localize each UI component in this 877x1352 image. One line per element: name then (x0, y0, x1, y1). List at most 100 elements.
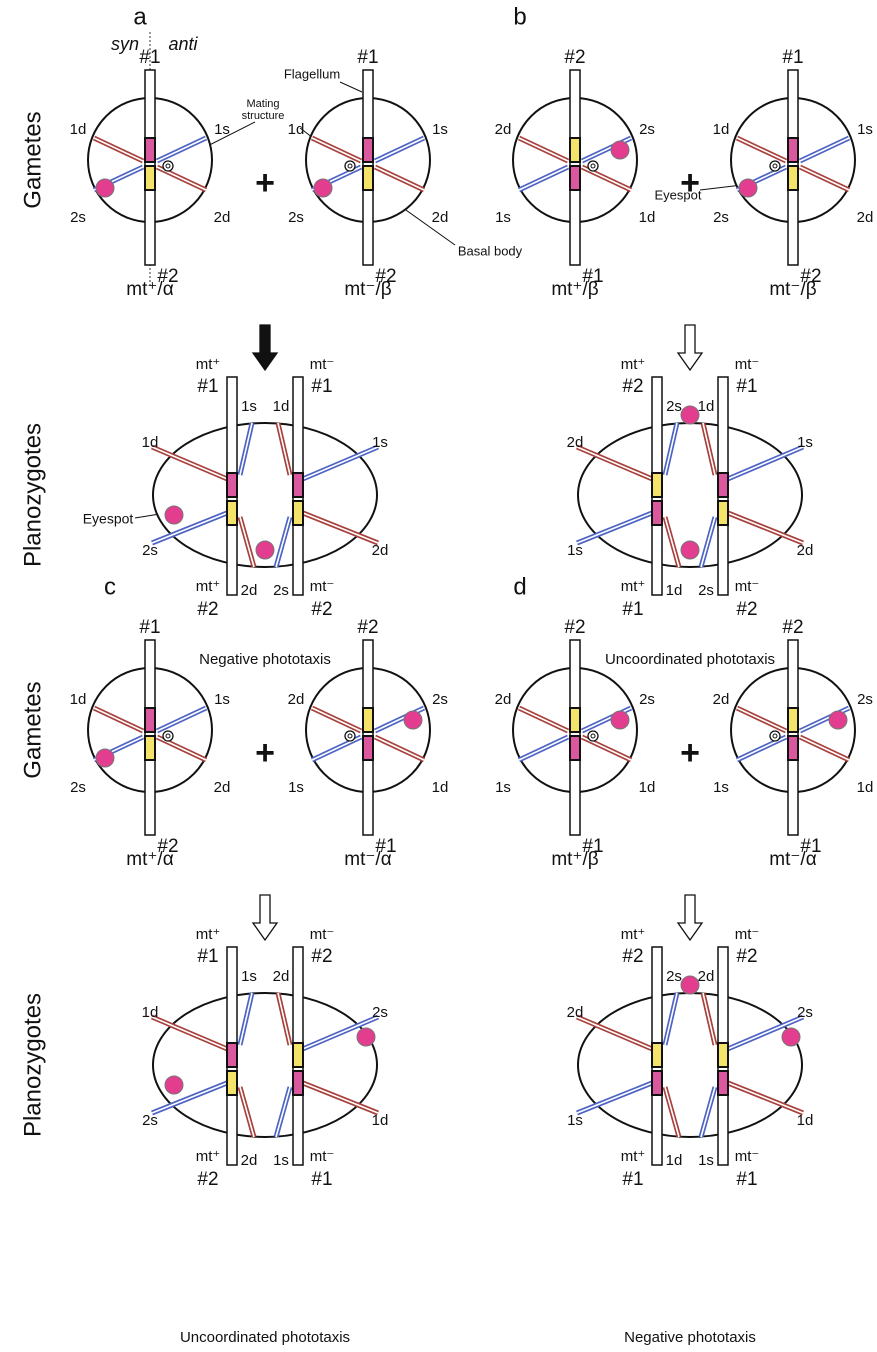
mating-structure (773, 164, 777, 168)
basal-body (363, 708, 373, 732)
rootlet-label: 2s (639, 121, 655, 138)
rootlet-label: 1d (372, 1112, 389, 1129)
basal-body (145, 166, 155, 190)
basal-body (718, 1071, 728, 1095)
rootlet-label: 1d (142, 434, 159, 451)
rootlet-label: 2s (797, 1004, 813, 1021)
flagellum-number: #2 (197, 1169, 218, 1190)
phenotype: Uncoordinated phototaxis (180, 1329, 350, 1346)
flagellum-number: #1 (736, 376, 757, 397)
rootlet-label: 1s (495, 209, 511, 226)
basal-body (227, 1043, 237, 1067)
eyespot (681, 541, 699, 559)
rootlet-label: 1s (713, 779, 729, 796)
flagellum-number: #1 (311, 1169, 332, 1190)
eyespot (611, 711, 629, 729)
rootlet-label: 1d (713, 121, 730, 138)
flagellum-number: #2 (357, 617, 378, 638)
rootlet-label: 1s (698, 1152, 714, 1169)
rootlet-label: 2d (495, 121, 512, 138)
rootlet-label: 1d (142, 1004, 159, 1021)
arrow (678, 895, 702, 940)
rootlet-label: 2s (70, 779, 86, 796)
arrow (253, 325, 277, 370)
flagellum-number: #1 (736, 1169, 757, 1190)
row-label: Gametes (19, 111, 46, 208)
rootlet-label: 1s (567, 542, 583, 559)
pointer (340, 82, 362, 92)
rootlet-label: 2d (857, 209, 874, 226)
mating-structure (348, 734, 352, 738)
rootlet-label: 2s (666, 968, 682, 985)
basal-body (227, 1071, 237, 1095)
basal-body (788, 166, 798, 190)
basal-body (652, 1071, 662, 1095)
mating-structure (166, 164, 170, 168)
rootlet-label: 1s (432, 121, 448, 138)
rootlet-label: 1s (241, 398, 257, 415)
flagellum-number: #2 (622, 376, 643, 397)
plus-sign: + (255, 164, 275, 202)
rootlet-label: 1d (797, 1112, 814, 1129)
rootlet-label: 1s (857, 121, 873, 138)
rootlet-label: 2d (567, 434, 584, 451)
arrow (678, 325, 702, 370)
basal-body (227, 473, 237, 497)
basal-body-label: Basal body (458, 243, 523, 258)
panel-letter: b (513, 3, 526, 30)
rootlet-label: 2d (797, 542, 814, 559)
zygote (578, 993, 802, 1137)
mating-type: mt⁻/α (344, 849, 391, 870)
eyespot (165, 506, 183, 524)
mating-structure (348, 164, 352, 168)
rootlet-label: 1d (432, 779, 449, 796)
row-label: Planozygotes (19, 423, 46, 567)
mating-type: mt⁻ (735, 926, 760, 943)
mating-type: mt⁻ (735, 578, 760, 595)
flagellum-label: Flagellum (284, 66, 340, 81)
panel-letter: c (104, 573, 116, 600)
rootlet-label: 1d (288, 121, 305, 138)
eyespot (681, 976, 699, 994)
basal-body (227, 501, 237, 525)
zygote (153, 993, 377, 1137)
flagellum-number: #2 (736, 946, 757, 967)
basal-body (788, 736, 798, 760)
anti-label: anti (168, 34, 198, 54)
rootlet-label: 2s (273, 582, 289, 599)
basal-body (788, 708, 798, 732)
basal-body (145, 736, 155, 760)
mating-type: mt⁺/α (126, 279, 173, 300)
basal-body (145, 708, 155, 732)
flagellum-number: #1 (311, 376, 332, 397)
flagellum-number: #1 (357, 47, 378, 68)
mating-type: mt⁻ (310, 926, 335, 943)
flagellum-number: #1 (139, 47, 160, 68)
flagellum-number: #2 (736, 599, 757, 620)
rootlet-label: 2d (713, 691, 730, 708)
rootlet-label: 1s (214, 691, 230, 708)
flagellum-number: #2 (564, 47, 585, 68)
panel-letter: d (513, 573, 526, 600)
eyespot (256, 541, 274, 559)
diagram: syn anti Flagellum Basal body Eyespot Ey… (0, 0, 877, 1352)
rootlet-label: 2d (241, 1152, 258, 1169)
flagellum-number: #2 (622, 946, 643, 967)
rootlet-label: 2s (432, 691, 448, 708)
mating-type: mt⁻/β (769, 279, 816, 300)
rootlet-label: 2s (666, 398, 682, 415)
rootlet-label: 1s (241, 968, 257, 985)
basal-body (788, 138, 798, 162)
rootlet-label: 2d (288, 691, 305, 708)
mating-structure (773, 734, 777, 738)
row-label: Planozygotes (19, 993, 46, 1137)
rootlet-label: 1d (698, 398, 715, 415)
rootlet-label: 1s (214, 121, 230, 138)
basal-body (718, 473, 728, 497)
basal-body (293, 1071, 303, 1095)
mating-type: mt⁻ (310, 1148, 335, 1165)
rootlet-label: 2s (142, 542, 158, 559)
basal-body (293, 501, 303, 525)
rootlet-label: 2d (495, 691, 512, 708)
basal-body (363, 166, 373, 190)
